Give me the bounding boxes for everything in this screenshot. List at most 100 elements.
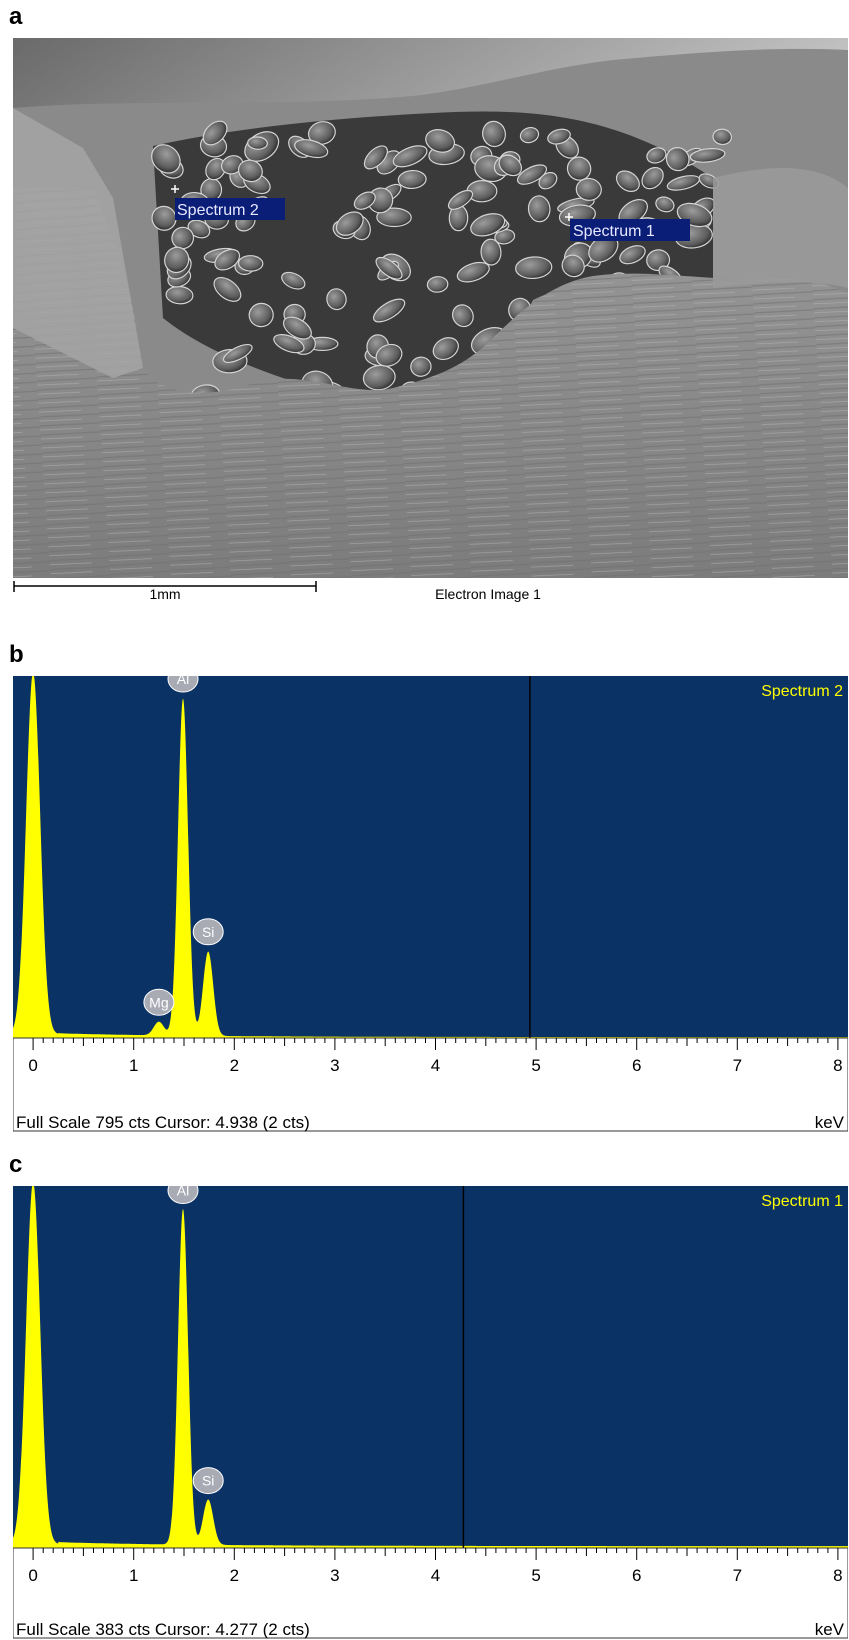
- dendrite-cell: [561, 254, 585, 278]
- x-tick-label: 6: [632, 1566, 641, 1585]
- spectrum-trace: [13, 676, 848, 1038]
- peak-label-al: Al: [167, 1186, 199, 1204]
- dendrite-cell: [307, 121, 336, 145]
- dendrite-cell: [353, 191, 376, 210]
- dendrite-cell: [214, 248, 241, 271]
- spectrum-1-marker: Spectrum 1: [565, 213, 690, 241]
- dendrite-cell: [619, 245, 646, 265]
- peak-label-al: Al: [167, 676, 199, 693]
- dendrite-cell: [689, 148, 726, 163]
- dendrite-cell: [294, 139, 329, 159]
- x-tick-label: 2: [230, 1056, 239, 1075]
- dendrite-cell: [538, 172, 558, 190]
- dendrite-cell: [426, 276, 449, 293]
- x-tick-label: 5: [531, 1566, 540, 1585]
- panel-label-a: a: [9, 3, 23, 30]
- peak-label-badge: [192, 918, 224, 946]
- dendrite-cell: [527, 195, 551, 223]
- x-tick-label: 2: [230, 1566, 239, 1585]
- axis-box: [13, 1037, 848, 1132]
- spectrum-title: Spectrum 1: [761, 1193, 843, 1210]
- status-line: Full Scale 383 cts Cursor: 4.277 (2 cts): [16, 1620, 310, 1639]
- dendrite-cell: [335, 211, 364, 236]
- dendrite-cell: [470, 213, 506, 237]
- peak-label-badge: [192, 1467, 224, 1495]
- status-line: Full Scale 795 cts Cursor: 4.938 (2 cts): [16, 1113, 310, 1132]
- dendrite-cell: [187, 219, 211, 239]
- x-tick-label: 8: [833, 1056, 842, 1075]
- dendrite-cell: [498, 154, 523, 177]
- x-tick-label: 0: [28, 1566, 37, 1585]
- eds-spectrum-2-chart: Mg Al Si Spectrum 2 0 1 2 3 4 5 6 7 8 Full Scale 7…: [13, 676, 848, 1132]
- panel-label-b: b: [9, 641, 24, 668]
- dendrite-cell: [282, 316, 312, 340]
- x-axis-unit: keV: [815, 1113, 845, 1132]
- spectrum-title: Spectrum 2: [761, 683, 843, 700]
- plot-area: [13, 1186, 848, 1548]
- spectrum-1-marker-label: Spectrum 1: [573, 223, 655, 240]
- eds-spectrum-1-chart: Al Si Spectrum 1 0 1 2 3 4 5 6 7 8 Full Scale 383…: [13, 1186, 848, 1639]
- peak-label-text: Al: [177, 676, 189, 687]
- dendrite-cell: [575, 177, 602, 201]
- x-tick-label: 8: [833, 1566, 842, 1585]
- dendrite-cell: [151, 144, 181, 174]
- image-caption: Electron Image 1: [435, 586, 541, 602]
- dendrite-cell: [171, 226, 195, 250]
- x-tick-label: 3: [330, 1056, 339, 1075]
- dendrite-cell: [375, 343, 403, 367]
- x-tick-label: 5: [531, 1056, 540, 1075]
- dendrite-cell: [641, 166, 664, 190]
- dendrite-cell: [326, 288, 347, 311]
- dendrite-cell: [151, 205, 177, 231]
- peak-label-si: Si: [192, 1467, 224, 1495]
- sem-electron-image: Spectrum 2 Spectrum 1 1mm Electron Image…: [13, 38, 848, 602]
- dendrite-cell: [516, 164, 548, 185]
- dendrite-cell: [425, 129, 456, 153]
- dendrite-cell: [410, 356, 432, 377]
- peak-label-text: Si: [202, 1473, 214, 1489]
- dendrite-cell: [482, 120, 506, 148]
- x-axis-unit: keV: [815, 1620, 845, 1639]
- dendrite-cell: [363, 145, 388, 170]
- dendrite-cell: [222, 343, 253, 364]
- x-tick-label: 3: [330, 1566, 339, 1585]
- dendrite-cell: [238, 255, 264, 272]
- dendrite-cell: [712, 128, 732, 146]
- dendrite-cell: [447, 189, 474, 210]
- dendrite-cell: [397, 169, 427, 190]
- peak-label-text: Mg: [149, 994, 168, 1010]
- x-tick-label: 0: [28, 1056, 37, 1075]
- sem-photo-region: [13, 38, 848, 579]
- dendrite-cell: [646, 147, 667, 164]
- dendrite-cell: [566, 156, 592, 181]
- dendrite-cell: [221, 155, 244, 175]
- dendrite-cell: [451, 304, 474, 328]
- spectrum-trace: [13, 1186, 848, 1548]
- dendrite-cell: [376, 207, 412, 228]
- dendrite-cell: [213, 276, 242, 302]
- dendrite-cell: [432, 337, 459, 361]
- dendrite-cell: [615, 170, 640, 192]
- panel-label-c: c: [9, 1151, 23, 1178]
- dendrite-cell: [273, 334, 305, 354]
- dendrite-cell: [205, 157, 226, 181]
- dendrite-cell: [248, 302, 274, 328]
- x-tick-label: 7: [733, 1566, 742, 1585]
- peak-label-text: Al: [177, 1186, 189, 1199]
- dendrite-cell: [164, 246, 190, 274]
- dendrite-cell: [281, 271, 306, 290]
- dendrite-cell: [202, 120, 228, 146]
- plot-area: [13, 676, 848, 1038]
- dendrite-cell: [362, 364, 396, 391]
- x-tick-label: 6: [632, 1056, 641, 1075]
- peak-label-si: Si: [192, 918, 224, 946]
- spectrum-2-marker: Spectrum 2: [171, 185, 285, 220]
- dendrite-cell: [480, 238, 502, 266]
- peak-label-badge: [143, 988, 175, 1016]
- x-tick-label: 4: [431, 1056, 440, 1075]
- dendrite-cell: [519, 126, 540, 144]
- axis-box: [13, 1547, 848, 1639]
- dendrite-cell: [247, 136, 268, 150]
- peak-label-text: Si: [202, 924, 214, 940]
- dendrite-cell: [655, 196, 675, 213]
